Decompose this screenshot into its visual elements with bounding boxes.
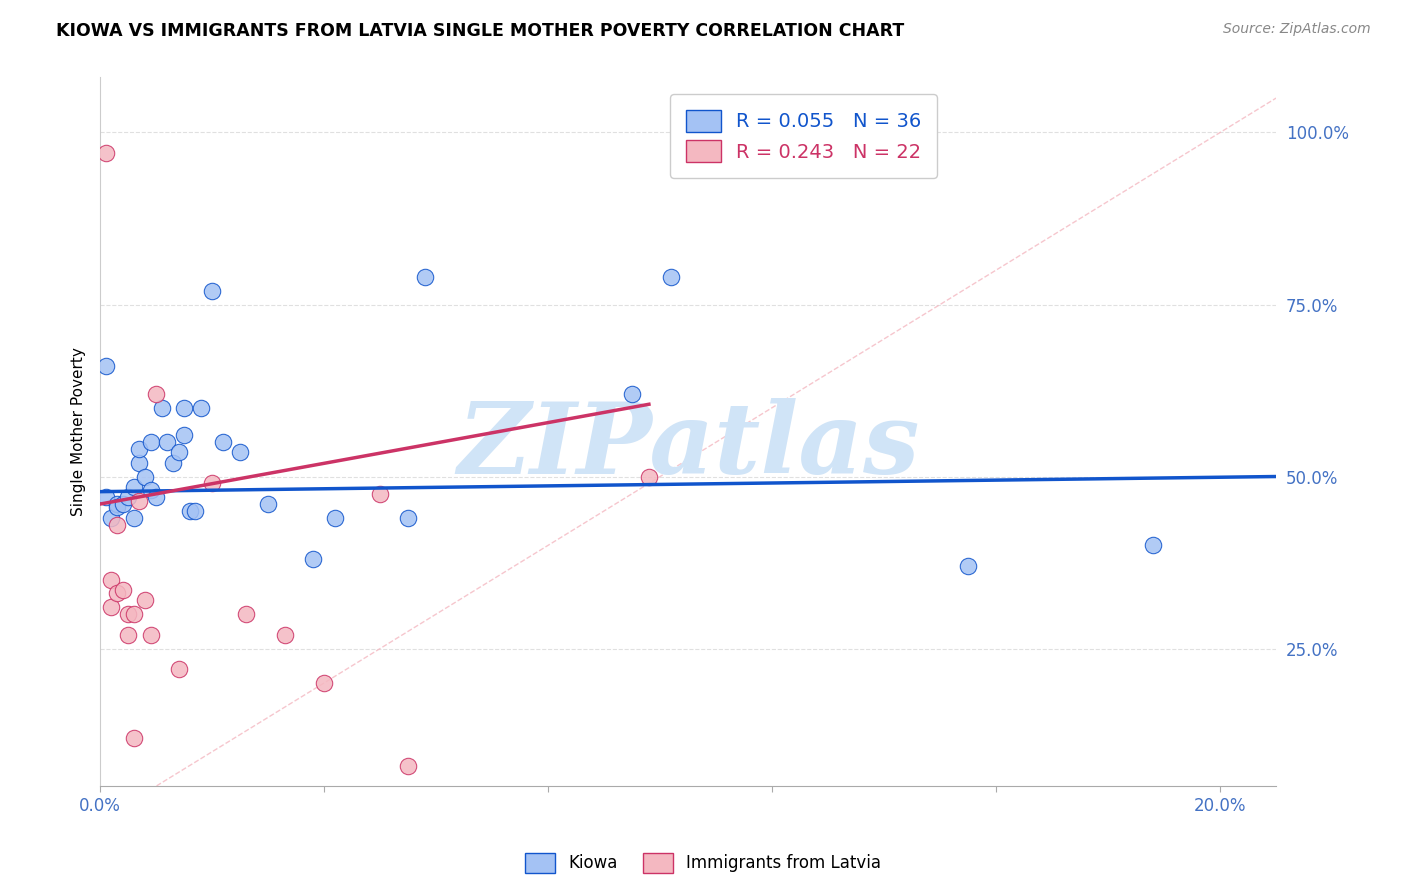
Point (145, 490, 167, 504)
Point (190, 401, 212, 415)
Point (368, 486, 391, 500)
Point (122, 480, 145, 494)
Point (229, 445, 252, 459)
Point (396, 758, 419, 772)
Point (235, 607, 257, 621)
Text: ZIPatlas: ZIPatlas (457, 398, 920, 494)
Point (122, 731, 145, 745)
Point (184, 504, 207, 518)
Point (117, 607, 139, 621)
Point (638, 469, 661, 483)
Point (128, 456, 150, 470)
Point (117, 628, 139, 642)
Point (257, 497, 280, 511)
Point (128, 493, 150, 508)
Point (173, 401, 195, 415)
Point (957, 558, 980, 573)
Point (396, 510, 419, 524)
Point (167, 445, 190, 459)
Point (659, 270, 682, 285)
Point (134, 469, 156, 483)
Point (94, 359, 117, 374)
Point (105, 517, 128, 532)
Point (173, 428, 195, 442)
Point (122, 510, 145, 524)
Point (179, 504, 201, 518)
Point (139, 628, 162, 642)
Point (117, 490, 139, 504)
Point (162, 456, 184, 470)
Point (105, 500, 128, 515)
Point (145, 387, 167, 401)
Text: Source: ZipAtlas.com: Source: ZipAtlas.com (1223, 22, 1371, 37)
Y-axis label: Single Mother Poverty: Single Mother Poverty (72, 347, 86, 516)
Point (100, 600, 122, 615)
Point (94, 490, 117, 504)
Point (139, 483, 162, 498)
Point (100, 510, 122, 524)
Point (156, 435, 179, 450)
Point (111, 582, 134, 597)
Point (621, 387, 644, 401)
Point (314, 676, 336, 690)
Point (128, 442, 150, 456)
Point (139, 435, 162, 450)
Point (302, 552, 325, 566)
Point (100, 573, 122, 587)
Point (1142, 538, 1164, 552)
Point (111, 497, 134, 511)
Point (105, 586, 128, 600)
Point (274, 628, 297, 642)
Text: KIOWA VS IMMIGRANTS FROM LATVIA SINGLE MOTHER POVERTY CORRELATION CHART: KIOWA VS IMMIGRANTS FROM LATVIA SINGLE M… (56, 22, 904, 40)
Point (105, 497, 128, 511)
Point (201, 284, 224, 298)
Point (167, 662, 190, 676)
Legend: Kiowa, Immigrants from Latvia: Kiowa, Immigrants from Latvia (519, 847, 887, 880)
Point (122, 607, 145, 621)
Point (413, 270, 436, 285)
Point (323, 510, 346, 524)
Point (94, 146, 117, 161)
Point (150, 401, 173, 415)
Point (212, 435, 235, 450)
Legend: R = 0.055   N = 36, R = 0.243   N = 22: R = 0.055 N = 36, R = 0.243 N = 22 (671, 95, 938, 178)
Point (134, 593, 156, 607)
Point (201, 476, 224, 491)
